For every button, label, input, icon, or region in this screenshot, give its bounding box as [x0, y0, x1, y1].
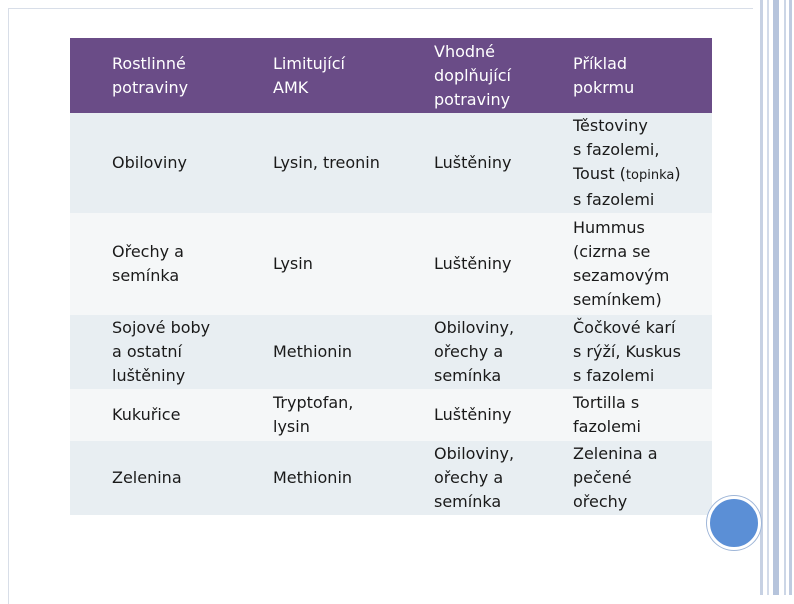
example-text: ) s fazolemi — [573, 164, 681, 209]
cell-example: Zelenina a pečené ořechy — [553, 441, 712, 515]
cell-complement: Luštěniny — [392, 389, 553, 441]
stripe — [784, 0, 786, 595]
table-row: Sojové boby a ostatní luštěniny Methioni… — [70, 315, 712, 389]
protein-complement-table: Rostlinné potraviny Limitující AMK Vhodn… — [70, 38, 712, 515]
cell-complement: Obiloviny, ořechy a semínka — [392, 315, 553, 389]
header-example-dish: Příklad pokrmu — [553, 38, 712, 113]
cell-amk: Lysin, treonin — [231, 113, 392, 213]
header-limiting-amino-acid: Limitující AMK — [231, 38, 392, 113]
decorative-side-stripes — [760, 0, 794, 595]
cell-amk: Tryptofan, lysin — [231, 389, 392, 441]
decorative-circle — [707, 496, 761, 550]
cell-amk: Lysin — [231, 213, 392, 315]
table-row: Kukuřice Tryptofan, lysin Luštěniny Tort… — [70, 389, 712, 441]
cell-food: Zelenina — [70, 441, 231, 515]
slide-frame — [8, 8, 753, 604]
table-row: Zelenina Methionin Obiloviny, ořechy a s… — [70, 441, 712, 515]
example-note: topinka — [625, 168, 675, 183]
slide-top-margin — [0, 0, 794, 10]
cell-amk: Methionin — [231, 315, 392, 389]
cell-food: Ořechy a semínka — [70, 213, 231, 315]
cell-complement: Obiloviny, ořechy a semínka — [392, 441, 553, 515]
stripe — [789, 0, 792, 595]
stripe — [767, 0, 769, 595]
cell-complement: Luštěniny — [392, 213, 553, 315]
table-header-row: Rostlinné potraviny Limitující AMK Vhodn… — [70, 38, 712, 113]
example-text: Těstoviny s fazolemi, Toust ( — [573, 116, 660, 183]
cell-example: Tortilla s fazolemi — [553, 389, 712, 441]
cell-example: Hummus (cizrna se sezamovým semínkem) — [553, 213, 712, 315]
cell-amk: Methionin — [231, 441, 392, 515]
cell-food: Kukuřice — [70, 389, 231, 441]
table-row: Obiloviny Lysin, treonin Luštěniny Těsto… — [70, 113, 712, 213]
cell-food: Sojové boby a ostatní luštěniny — [70, 315, 231, 389]
header-plant-foods: Rostlinné potraviny — [70, 38, 231, 113]
stripe — [773, 0, 779, 595]
table-row: Ořechy a semínka Lysin Luštěniny Hummus … — [70, 213, 712, 315]
header-complementary-foods: Vhodné doplňující potraviny — [392, 38, 553, 113]
stripe — [760, 0, 763, 595]
cell-example: Těstoviny s fazolemi, Toust (topinka) s … — [553, 113, 712, 213]
cell-example: Čočkové karí s rýží, Kuskus s fazolemi — [553, 315, 712, 389]
cell-complement: Luštěniny — [392, 113, 553, 213]
cell-food: Obiloviny — [70, 113, 231, 213]
